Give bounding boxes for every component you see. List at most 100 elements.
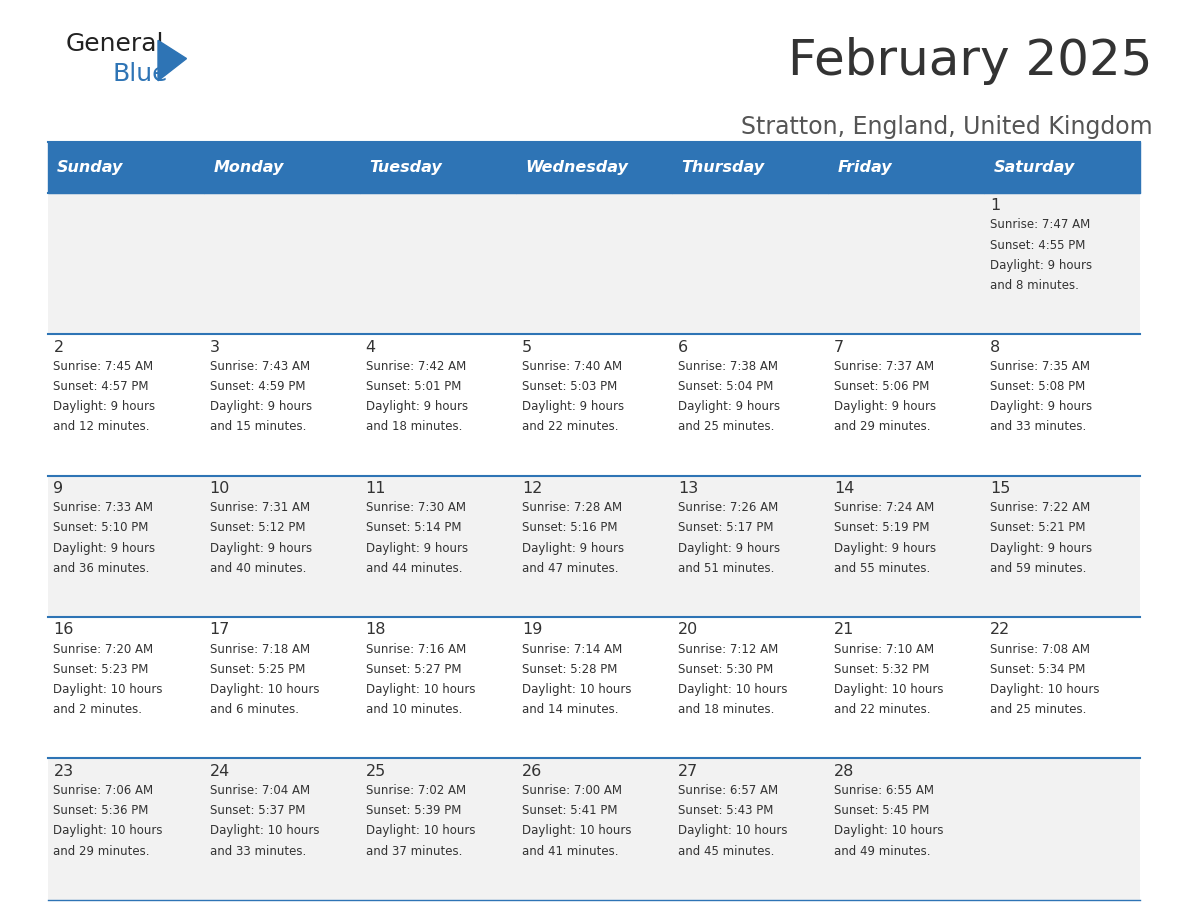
Text: Sunrise: 7:12 AM: Sunrise: 7:12 AM [678, 643, 778, 655]
Text: February 2025: February 2025 [788, 37, 1152, 84]
Text: and 33 minutes.: and 33 minutes. [991, 420, 1087, 433]
FancyBboxPatch shape [360, 476, 516, 617]
Text: Daylight: 10 hours: Daylight: 10 hours [366, 683, 475, 696]
Text: 18: 18 [366, 622, 386, 637]
Text: Sunrise: 7:00 AM: Sunrise: 7:00 AM [522, 784, 621, 797]
Text: Daylight: 10 hours: Daylight: 10 hours [991, 683, 1100, 696]
Text: 23: 23 [53, 764, 74, 778]
Text: 14: 14 [834, 481, 854, 496]
Text: Sunrise: 7:06 AM: Sunrise: 7:06 AM [53, 784, 153, 797]
FancyBboxPatch shape [516, 758, 672, 900]
FancyBboxPatch shape [516, 617, 672, 758]
Text: Sunrise: 7:30 AM: Sunrise: 7:30 AM [366, 501, 466, 514]
Text: 4: 4 [366, 340, 375, 354]
Text: Daylight: 9 hours: Daylight: 9 hours [991, 400, 1093, 413]
Text: Sunrise: 7:43 AM: Sunrise: 7:43 AM [209, 360, 310, 373]
Text: Daylight: 9 hours: Daylight: 9 hours [53, 400, 156, 413]
Text: Sunset: 5:10 PM: Sunset: 5:10 PM [53, 521, 148, 534]
Text: Daylight: 9 hours: Daylight: 9 hours [53, 542, 156, 554]
Text: 21: 21 [834, 622, 854, 637]
Text: 15: 15 [991, 481, 1011, 496]
FancyBboxPatch shape [828, 334, 985, 476]
Text: Sunrise: 7:33 AM: Sunrise: 7:33 AM [53, 501, 153, 514]
Text: Sunrise: 7:14 AM: Sunrise: 7:14 AM [522, 643, 623, 655]
FancyBboxPatch shape [828, 758, 985, 900]
Text: Sunrise: 7:42 AM: Sunrise: 7:42 AM [366, 360, 466, 373]
Text: and 18 minutes.: and 18 minutes. [678, 703, 775, 716]
Text: Sunrise: 7:45 AM: Sunrise: 7:45 AM [53, 360, 153, 373]
Text: and 36 minutes.: and 36 minutes. [53, 562, 150, 575]
Text: Sunset: 5:43 PM: Sunset: 5:43 PM [678, 804, 773, 817]
Text: Sunset: 4:55 PM: Sunset: 4:55 PM [991, 239, 1086, 252]
Text: Daylight: 9 hours: Daylight: 9 hours [834, 400, 936, 413]
Text: Sunrise: 7:37 AM: Sunrise: 7:37 AM [834, 360, 934, 373]
Text: and 51 minutes.: and 51 minutes. [678, 562, 775, 575]
Text: Sunset: 5:21 PM: Sunset: 5:21 PM [991, 521, 1086, 534]
Text: Daylight: 10 hours: Daylight: 10 hours [209, 683, 320, 696]
Text: and 15 minutes.: and 15 minutes. [209, 420, 307, 433]
Text: Daylight: 10 hours: Daylight: 10 hours [678, 683, 788, 696]
FancyBboxPatch shape [203, 617, 360, 758]
Text: Daylight: 10 hours: Daylight: 10 hours [522, 824, 631, 837]
Text: Sunset: 5:37 PM: Sunset: 5:37 PM [209, 804, 305, 817]
FancyBboxPatch shape [360, 334, 516, 476]
FancyBboxPatch shape [985, 476, 1140, 617]
Text: Sunset: 5:01 PM: Sunset: 5:01 PM [366, 380, 461, 393]
Text: 8: 8 [991, 340, 1000, 354]
Text: Friday: Friday [838, 160, 892, 175]
FancyBboxPatch shape [48, 617, 203, 758]
Text: and 2 minutes.: and 2 minutes. [53, 703, 143, 716]
FancyBboxPatch shape [828, 617, 985, 758]
Text: 7: 7 [834, 340, 845, 354]
Text: 19: 19 [522, 622, 542, 637]
Text: 17: 17 [209, 622, 230, 637]
Text: Sunrise: 6:55 AM: Sunrise: 6:55 AM [834, 784, 934, 797]
Text: Sunrise: 7:40 AM: Sunrise: 7:40 AM [522, 360, 623, 373]
Text: Daylight: 9 hours: Daylight: 9 hours [522, 542, 624, 554]
FancyBboxPatch shape [672, 334, 828, 476]
FancyBboxPatch shape [203, 334, 360, 476]
Text: 26: 26 [522, 764, 542, 778]
FancyBboxPatch shape [48, 334, 203, 476]
Text: Sunset: 5:19 PM: Sunset: 5:19 PM [834, 521, 930, 534]
FancyBboxPatch shape [48, 193, 203, 334]
Text: Sunset: 5:36 PM: Sunset: 5:36 PM [53, 804, 148, 817]
Text: Daylight: 10 hours: Daylight: 10 hours [53, 683, 163, 696]
Text: Sunset: 5:30 PM: Sunset: 5:30 PM [678, 663, 773, 676]
Text: and 37 minutes.: and 37 minutes. [366, 845, 462, 857]
Text: Sunset: 4:57 PM: Sunset: 4:57 PM [53, 380, 148, 393]
Text: Sunset: 5:27 PM: Sunset: 5:27 PM [366, 663, 461, 676]
Text: 3: 3 [209, 340, 220, 354]
Text: General: General [65, 32, 164, 56]
Text: 6: 6 [678, 340, 688, 354]
Text: Daylight: 10 hours: Daylight: 10 hours [209, 824, 320, 837]
Text: Sunset: 5:08 PM: Sunset: 5:08 PM [991, 380, 1086, 393]
Text: Sunrise: 7:16 AM: Sunrise: 7:16 AM [366, 643, 466, 655]
Text: Sunrise: 7:38 AM: Sunrise: 7:38 AM [678, 360, 778, 373]
Text: and 12 minutes.: and 12 minutes. [53, 420, 150, 433]
Text: Sunrise: 7:08 AM: Sunrise: 7:08 AM [991, 643, 1091, 655]
Text: Daylight: 9 hours: Daylight: 9 hours [366, 400, 468, 413]
Text: and 29 minutes.: and 29 minutes. [834, 420, 930, 433]
Text: and 22 minutes.: and 22 minutes. [834, 703, 930, 716]
Text: and 18 minutes.: and 18 minutes. [366, 420, 462, 433]
Text: Daylight: 9 hours: Daylight: 9 hours [991, 259, 1093, 272]
Text: and 14 minutes.: and 14 minutes. [522, 703, 619, 716]
Text: 27: 27 [678, 764, 699, 778]
Text: 2: 2 [53, 340, 64, 354]
FancyBboxPatch shape [672, 193, 828, 334]
FancyBboxPatch shape [985, 758, 1140, 900]
Text: Daylight: 9 hours: Daylight: 9 hours [678, 542, 781, 554]
Text: Sunrise: 7:18 AM: Sunrise: 7:18 AM [209, 643, 310, 655]
FancyBboxPatch shape [203, 476, 360, 617]
FancyBboxPatch shape [985, 142, 1140, 193]
Text: Daylight: 9 hours: Daylight: 9 hours [678, 400, 781, 413]
Text: Daylight: 9 hours: Daylight: 9 hours [366, 542, 468, 554]
Text: Sunset: 4:59 PM: Sunset: 4:59 PM [209, 380, 305, 393]
Text: Tuesday: Tuesday [369, 160, 442, 175]
Text: Blue: Blue [113, 62, 169, 86]
Text: Sunday: Sunday [57, 160, 124, 175]
Text: Sunset: 5:23 PM: Sunset: 5:23 PM [53, 663, 148, 676]
Text: and 45 minutes.: and 45 minutes. [678, 845, 775, 857]
Text: Sunset: 5:39 PM: Sunset: 5:39 PM [366, 804, 461, 817]
